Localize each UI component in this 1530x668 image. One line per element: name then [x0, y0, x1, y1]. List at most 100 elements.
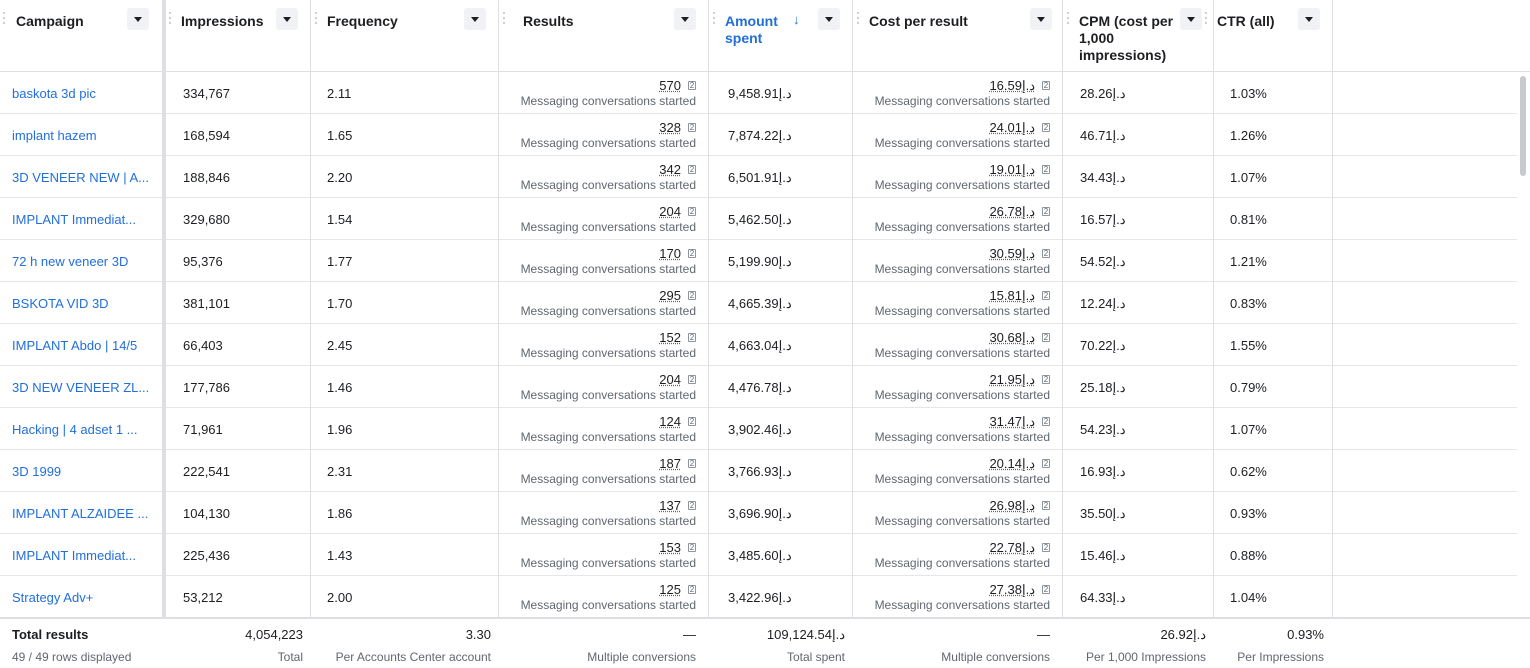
- info-badge-icon[interactable]: 2: [1042, 543, 1050, 552]
- column-header-ctr[interactable]: CTR (all): [1217, 0, 1275, 72]
- cost-per-result-value[interactable]: 16.59د.إ: [989, 78, 1035, 93]
- info-badge-icon[interactable]: 2: [688, 585, 696, 594]
- table-row[interactable]: 3D VENEER NEW | A... 188,846 2.20 342 2 Messa…: [0, 156, 1517, 198]
- column-header-cpm[interactable]: CPM (cost per 1,000 impressions): [1079, 0, 1173, 72]
- chevron-down-icon[interactable]: [1180, 8, 1202, 30]
- column-header-amount-spent[interactable]: Amount spent: [725, 0, 778, 72]
- cost-per-result-value[interactable]: 19.01د.إ: [989, 162, 1035, 177]
- table-row[interactable]: IMPLANT Immediat... 329,680 1.54 204 2 Messag…: [0, 198, 1517, 240]
- info-badge-icon[interactable]: 2: [688, 459, 696, 468]
- cost-per-result-value[interactable]: 30.59د.إ: [989, 246, 1035, 261]
- results-value[interactable]: 125: [659, 582, 681, 597]
- info-badge-icon[interactable]: 2: [1042, 459, 1050, 468]
- column-divider[interactable]: [498, 0, 499, 668]
- campaign-name-link[interactable]: baskota 3d pic: [12, 86, 96, 101]
- info-badge-icon[interactable]: 2: [688, 81, 696, 90]
- info-badge-icon[interactable]: 2: [1042, 291, 1050, 300]
- table-row[interactable]: baskota 3d pic 334,767 2.11 570 2 Messaging c…: [0, 72, 1517, 114]
- chevron-down-icon[interactable]: [1298, 8, 1320, 30]
- column-divider[interactable]: [1332, 0, 1333, 668]
- table-row[interactable]: 3D NEW VENEER ZL... 177,786 1.46 204 2 Messag…: [0, 366, 1517, 408]
- cost-per-result-value[interactable]: 22.78د.إ: [989, 540, 1035, 555]
- cost-per-result-value[interactable]: 27.38د.إ: [989, 582, 1035, 597]
- table-row[interactable]: Hacking | 4 adset 1 ... 71,961 1.96 124 2 Mes…: [0, 408, 1517, 450]
- results-value[interactable]: 295: [659, 288, 681, 303]
- info-badge-icon[interactable]: 2: [688, 249, 696, 258]
- results-value[interactable]: 342: [659, 162, 681, 177]
- column-header-frequency[interactable]: Frequency: [327, 0, 398, 72]
- cost-per-result-value[interactable]: 31.47د.إ: [989, 414, 1035, 429]
- campaign-name-link[interactable]: IMPLANT Immediat...: [12, 548, 137, 563]
- column-header-impressions[interactable]: Impressions: [181, 0, 263, 72]
- campaign-name-link[interactable]: IMPLANT Immediat...: [12, 212, 137, 227]
- cost-per-result-value[interactable]: 26.98د.إ: [989, 498, 1035, 513]
- info-badge-icon[interactable]: 2: [688, 375, 696, 384]
- results-value[interactable]: 204: [659, 204, 681, 219]
- campaign-name-link[interactable]: 3D VENEER NEW | A...: [12, 170, 150, 185]
- chevron-down-icon[interactable]: [674, 8, 696, 30]
- chevron-down-icon[interactable]: [1030, 8, 1052, 30]
- campaign-name-link[interactable]: Strategy Adv+: [12, 590, 94, 605]
- campaign-name-link[interactable]: implant hazem: [12, 128, 97, 143]
- column-drag-handle-icon[interactable]: [1205, 10, 1209, 28]
- scrollbar-thumb[interactable]: [1520, 76, 1526, 176]
- table-row[interactable]: implant hazem 168,594 1.65 328 2 Messaging co…: [0, 114, 1517, 156]
- column-drag-handle-icon[interactable]: [503, 10, 507, 28]
- results-value[interactable]: 187: [659, 456, 681, 471]
- sort-descending-icon[interactable]: ↓: [793, 12, 800, 27]
- results-value[interactable]: 137: [659, 498, 681, 513]
- column-header-campaign[interactable]: Campaign: [16, 0, 84, 72]
- info-badge-icon[interactable]: 2: [1042, 333, 1050, 342]
- info-badge-icon[interactable]: 2: [1042, 417, 1050, 426]
- info-badge-icon[interactable]: 2: [1042, 249, 1050, 258]
- column-divider[interactable]: [852, 0, 853, 668]
- results-value[interactable]: 204: [659, 372, 681, 387]
- info-badge-icon[interactable]: 2: [688, 165, 696, 174]
- cost-per-result-value[interactable]: 15.81د.إ: [989, 288, 1035, 303]
- campaign-name-link[interactable]: 3D 1999: [12, 464, 62, 479]
- chevron-down-icon[interactable]: [276, 8, 298, 30]
- info-badge-icon[interactable]: 2: [1042, 123, 1050, 132]
- campaign-name-link[interactable]: IMPLANT Abdo | 14/5: [12, 338, 138, 353]
- column-divider[interactable]: [162, 0, 166, 668]
- info-badge-icon[interactable]: 2: [1042, 81, 1050, 90]
- campaign-name-link[interactable]: 3D NEW VENEER ZL...: [12, 380, 150, 395]
- info-badge-icon[interactable]: 2: [688, 333, 696, 342]
- info-badge-icon[interactable]: 2: [688, 207, 696, 216]
- cost-per-result-value[interactable]: 24.01د.إ: [989, 120, 1035, 135]
- chevron-down-icon[interactable]: [127, 8, 149, 30]
- results-value[interactable]: 570: [659, 78, 681, 93]
- info-badge-icon[interactable]: 2: [1042, 501, 1050, 510]
- cost-per-result-value[interactable]: 21.95د.إ: [989, 372, 1035, 387]
- column-drag-handle-icon[interactable]: [315, 10, 319, 28]
- vertical-scrollbar[interactable]: [1517, 72, 1530, 617]
- info-badge-icon[interactable]: 2: [1042, 375, 1050, 384]
- column-header-results[interactable]: Results: [523, 0, 574, 72]
- chevron-down-icon[interactable]: [818, 8, 840, 30]
- cost-per-result-value[interactable]: 26.78د.إ: [989, 204, 1035, 219]
- column-drag-handle-icon[interactable]: [3, 10, 7, 28]
- table-row[interactable]: BSKOTA VID 3D 381,101 1.70 295 2 Messaging co…: [0, 282, 1517, 324]
- table-row[interactable]: IMPLANT Abdo | 14/5 66,403 2.45 152 2 Messagi…: [0, 324, 1517, 366]
- info-badge-icon[interactable]: 2: [1042, 207, 1050, 216]
- campaign-name-link[interactable]: Hacking | 4 adset 1 ...: [12, 422, 138, 437]
- info-badge-icon[interactable]: 2: [688, 501, 696, 510]
- results-value[interactable]: 170: [659, 246, 681, 261]
- campaign-name-link[interactable]: 72 h new veneer 3D: [12, 254, 129, 269]
- column-divider[interactable]: [708, 0, 709, 668]
- cost-per-result-value[interactable]: 30.68د.إ: [989, 330, 1035, 345]
- table-row[interactable]: IMPLANT ALZAIDEE ... 104,130 1.86 137 2 Messa…: [0, 492, 1517, 534]
- campaign-name-link[interactable]: BSKOTA VID 3D: [12, 296, 109, 311]
- column-divider[interactable]: [310, 0, 311, 668]
- info-badge-icon[interactable]: 2: [1042, 165, 1050, 174]
- results-value[interactable]: 328: [659, 120, 681, 135]
- info-badge-icon[interactable]: 2: [688, 543, 696, 552]
- info-badge-icon[interactable]: 2: [688, 123, 696, 132]
- table-row[interactable]: 3D 1999 222,541 2.31 187 2 Messaging conversa…: [0, 450, 1517, 492]
- results-value[interactable]: 152: [659, 330, 681, 345]
- column-divider[interactable]: [1213, 0, 1214, 668]
- column-drag-handle-icon[interactable]: [713, 10, 717, 28]
- info-badge-icon[interactable]: 2: [688, 417, 696, 426]
- table-row[interactable]: 72 h new veneer 3D 95,376 1.77 170 2 Messagin…: [0, 240, 1517, 282]
- info-badge-icon[interactable]: 2: [1042, 585, 1050, 594]
